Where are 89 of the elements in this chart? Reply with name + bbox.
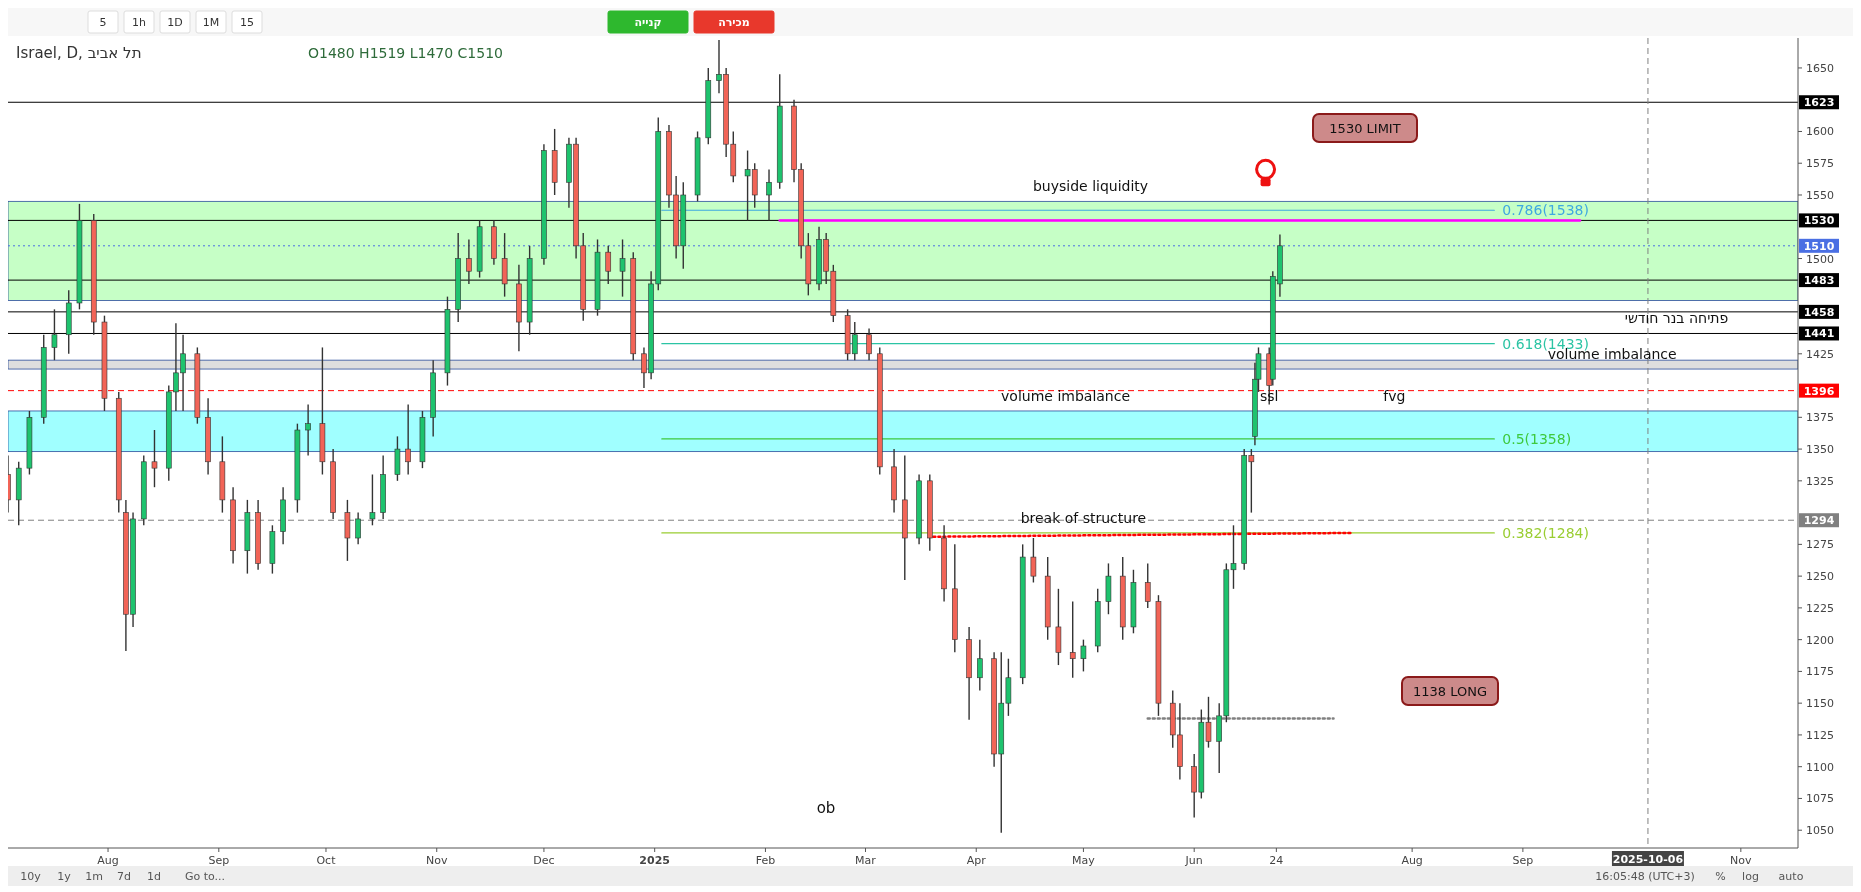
- x-tick-label: Aug: [1401, 854, 1423, 867]
- series-label: 0.786(1538): [1502, 202, 1589, 219]
- ref-line-label: 1396: [1803, 384, 1835, 398]
- candlestick: [1080, 638, 1087, 673]
- y-tick-label: 1100: [1806, 760, 1834, 774]
- candlestick: [766, 168, 772, 222]
- y-tick-label: 1275: [1806, 538, 1834, 552]
- y-tick-label: 1225: [1806, 601, 1834, 615]
- text: 15: [240, 16, 254, 29]
- text: 1m: [85, 870, 103, 883]
- y-tick-label: 1075: [1806, 792, 1834, 806]
- annotation: break of structure: [1020, 509, 1147, 526]
- x-tick-label: Aug: [97, 854, 119, 867]
- candlestick: [977, 638, 983, 692]
- y-tick-label: 1425: [1806, 347, 1834, 361]
- chart-subtitle: O1480 H1519 L1470 C1510: [308, 45, 503, 61]
- text: קנייה: [634, 16, 662, 29]
- candlestick: [355, 511, 361, 546]
- x-tick-label: Dec: [533, 854, 555, 867]
- candlestick: [1030, 537, 1037, 584]
- text: 16:05:48 (UTC+3): [1595, 870, 1695, 883]
- y-tick-label: 1600: [1806, 125, 1834, 139]
- candlestick: [1069, 600, 1076, 679]
- annotation: volume imbalance: [1001, 387, 1131, 404]
- text: מכירה: [718, 16, 750, 29]
- text: 5: [99, 16, 107, 29]
- x-tick-label: Sep: [208, 854, 230, 867]
- y-tick-label: 1250: [1806, 570, 1834, 584]
- y-tick-label: 1575: [1806, 157, 1834, 171]
- x-tick-label: 24: [1269, 854, 1284, 867]
- ref-line-label: 1483: [1803, 274, 1835, 288]
- ref-line-label: 1458: [1803, 305, 1835, 319]
- x-tick-label: Oct: [316, 854, 337, 867]
- candlestick: [866, 327, 872, 361]
- series-label: 0.382(1284): [1502, 524, 1589, 541]
- ref-line-label: 1510: [1803, 239, 1835, 253]
- ref-line-label: 1294: [1803, 514, 1835, 528]
- y-tick-label: 1350: [1806, 443, 1834, 457]
- ref-line-label: 1623: [1803, 96, 1835, 110]
- text: %: [1715, 870, 1726, 883]
- text: 1d: [147, 870, 161, 883]
- annotation: פתיחה בנר חודשי: [1624, 310, 1729, 327]
- y-tick-label: 1200: [1806, 633, 1834, 647]
- y-tick-label: 1125: [1806, 728, 1834, 742]
- annotation: 1138 LONG: [1412, 684, 1488, 699]
- x-tick-label: Nov: [1730, 854, 1753, 867]
- candlestick: [605, 245, 612, 285]
- y-tick-label: 1375: [1806, 411, 1834, 425]
- candlestick: [305, 403, 311, 457]
- x-tick-label: Jun: [1184, 854, 1203, 867]
- text: 10y: [20, 870, 42, 883]
- ref-line-label: 2025-10-06: [1612, 853, 1684, 866]
- annotation: buyside liquidity: [1032, 178, 1149, 195]
- y-tick-label: 1150: [1806, 697, 1834, 711]
- candlestick: [619, 238, 626, 298]
- text: 1y: [57, 870, 72, 883]
- y-tick-label: 1650: [1806, 61, 1834, 75]
- ref-line-label: 1530: [1803, 214, 1835, 228]
- x-tick-label: Sep: [1512, 854, 1534, 867]
- text: 1h: [132, 16, 147, 29]
- text: auto: [1778, 870, 1804, 883]
- series-label: 0.5(1358): [1502, 430, 1572, 447]
- x-tick-label: Nov: [426, 854, 448, 867]
- text: log: [1742, 870, 1759, 883]
- candlestick: [1144, 562, 1151, 609]
- text: 7d: [117, 870, 131, 883]
- candlestick: [51, 308, 58, 361]
- chart-title: Israel, D, תל אביב: [16, 44, 142, 62]
- text: 1D: [167, 16, 183, 29]
- annotation: ob: [816, 799, 836, 817]
- ref-line-label: 1441: [1803, 327, 1835, 341]
- x-tick-label: 2025: [639, 854, 670, 867]
- candlestick: [151, 429, 158, 488]
- annotation: fvg: [1383, 387, 1406, 404]
- x-tick-label: Feb: [755, 854, 776, 867]
- text: 1M: [202, 16, 220, 29]
- x-tick-label: Apr: [966, 854, 987, 867]
- y-tick-label: 1050: [1806, 824, 1834, 838]
- x-tick-label: Mar: [855, 854, 877, 867]
- annotation: 1530 LIMIT: [1329, 121, 1401, 136]
- candlestick: [405, 403, 411, 476]
- x-tick-label: May: [1072, 854, 1096, 867]
- candlestick: [466, 238, 472, 285]
- y-tick-label: 1500: [1806, 252, 1834, 266]
- text: Go to...: [184, 870, 226, 883]
- y-tick-label: 1325: [1806, 474, 1834, 488]
- y-tick-label: 1550: [1806, 188, 1834, 202]
- candlestick: [369, 473, 376, 527]
- y-tick-label: 1175: [1806, 665, 1834, 679]
